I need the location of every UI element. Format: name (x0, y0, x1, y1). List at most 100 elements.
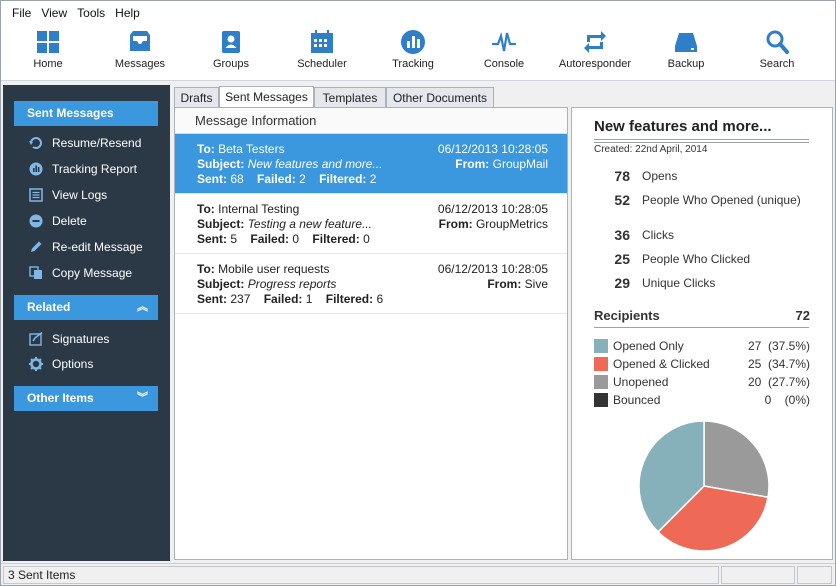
backup-label: Backup (667, 58, 705, 70)
search-button[interactable]: Search (732, 29, 822, 79)
list-header: Message Information (175, 108, 567, 134)
status-text: 3 Sent Items (3, 566, 719, 584)
menu-help[interactable]: Help (115, 6, 140, 20)
recipients-pie-chart (638, 420, 770, 552)
autoresponder-label: Autoresponder (558, 58, 632, 70)
report-icon (29, 162, 43, 176)
sidebar-item-signatures[interactable]: Signatures (29, 330, 109, 348)
failed-count: 0 (292, 232, 300, 246)
messages-button[interactable]: Messages (95, 29, 185, 79)
menu-file[interactable]: File (12, 6, 32, 20)
legend-label: Opened Only (613, 339, 684, 353)
other-items-header[interactable]: Other Items ︾ (14, 386, 158, 411)
pie-slice-opened-only (638, 420, 705, 534)
search-icon (766, 30, 789, 54)
message-date: 06/12/2013 10:28:05 (437, 142, 548, 156)
sidebar-item-label: View Logs (52, 188, 108, 202)
message-from: GroupMail (492, 157, 548, 171)
delete-icon (29, 214, 43, 228)
status-bar: 3 Sent Items (1, 563, 835, 585)
sidebar-item-options[interactable]: Options (29, 355, 93, 373)
sidebar-item-label: Tracking Report (52, 162, 137, 176)
autoresponder-button[interactable]: Autoresponder (550, 29, 640, 79)
sidebar-item-label: Re-edit Message (52, 240, 143, 254)
sent-messages-header-label: Sent Messages (27, 106, 114, 120)
message-to: Beta Testers (218, 142, 285, 156)
sent-count: 237 (230, 292, 251, 306)
failed-count: 2 (299, 172, 306, 186)
tracking-button[interactable]: Tracking (368, 29, 458, 79)
groups-label: Groups (212, 58, 250, 70)
menu-view[interactable]: View (41, 6, 68, 20)
filtered-label: Filtered: (319, 172, 367, 186)
drive-icon (675, 33, 697, 52)
contacts-icon (222, 31, 240, 53)
backup-button[interactable]: Backup (641, 29, 731, 79)
tab-templates[interactable]: Templates (314, 87, 386, 108)
sidebar-item-reedit-message[interactable]: Re-edit Message (29, 238, 143, 256)
groups-button[interactable]: Groups (186, 29, 276, 79)
legend-value: 0 (0%) (764, 393, 810, 407)
other-items-header-label: Other Items (27, 391, 94, 405)
stat-value: 36 (614, 227, 630, 243)
stat-label: People Who Clicked (642, 252, 751, 266)
logs-icon (29, 188, 43, 202)
sidebar-item-label: Copy Message (52, 266, 133, 280)
stat-label: People Who Opened (unique) (642, 193, 801, 207)
toolbar: Home Messages Groups Schedule (1, 25, 835, 81)
tab-sent-messages[interactable]: Sent Messages (219, 86, 314, 108)
home-button[interactable]: Home (3, 29, 93, 79)
sidebar-item-tracking-report[interactable]: Tracking Report (29, 160, 137, 178)
chevron-up-icon: ︽ (137, 301, 148, 313)
sidebar-item-delete[interactable]: Delete (29, 212, 87, 230)
scheduler-label: Scheduler (297, 58, 347, 70)
tracking-label: Tracking (392, 58, 434, 70)
message-subject: Progress reports (247, 277, 337, 291)
title-divider (594, 139, 809, 140)
message-row[interactable]: To: Beta Testers Subject: New features a… (175, 134, 567, 194)
sidebar-item-resume-resend[interactable]: Resume/Resend (29, 134, 141, 152)
related-header[interactable]: Related ︽ (14, 295, 158, 320)
recipients-header: Recipients 72 (594, 308, 810, 323)
console-button[interactable]: Console (459, 29, 549, 79)
message-date: 06/12/2013 10:28:05 (437, 262, 548, 276)
message-detail: New features and more... Created: 22nd A… (571, 107, 833, 560)
tab-drafts[interactable]: Drafts (174, 87, 219, 108)
sidebar-item-label: Resume/Resend (52, 136, 142, 150)
title-divider (594, 142, 809, 143)
stat-unique-clicks: 29 Unique Clicks (594, 274, 715, 292)
sidebar-item-view-logs[interactable]: View Logs (29, 186, 107, 204)
sent-label: Sent: (197, 232, 227, 246)
legend-value: 20 (27.7%) (747, 375, 810, 389)
sent-messages-header[interactable]: Sent Messages (14, 101, 158, 126)
message-row[interactable]: To: Internal Testing Subject: Testing a … (175, 194, 567, 254)
resend-icon (29, 136, 43, 150)
from-label: From: (455, 157, 490, 171)
sent-count: 68 (230, 172, 244, 186)
sent-label: Sent: (197, 292, 227, 306)
legend-swatch (594, 393, 608, 407)
failed-label: Failed: (250, 232, 290, 246)
status-cell (721, 566, 795, 584)
tab-other-documents[interactable]: Other Documents (386, 87, 494, 108)
message-subject: Testing a new feature... (247, 217, 372, 231)
stat-value: 25 (614, 251, 630, 267)
detail-title: New features and more... (594, 118, 772, 135)
failed-label: Failed: (263, 292, 303, 306)
menu-tools[interactable]: Tools (77, 6, 106, 20)
related-header-label: Related (27, 300, 71, 314)
filtered-label: Filtered: (312, 232, 360, 246)
to-label: To: (197, 262, 215, 276)
scheduler-button[interactable]: Scheduler (277, 29, 367, 79)
sidebar-item-label: Signatures (52, 332, 110, 346)
legend-label: Bounced (613, 393, 661, 407)
legend-label: Unopened (613, 375, 669, 389)
message-row[interactable]: To: Mobile user requests Subject: Progre… (175, 254, 567, 314)
subject-label: Subject: (197, 277, 245, 291)
legend-opened-clicked: Opened & Clicked 25 (34.7%) (594, 356, 810, 372)
sidebar-item-label: Options (52, 357, 94, 371)
filtered-count: 0 (363, 232, 370, 246)
message-to: Internal Testing (218, 202, 300, 216)
sidebar-item-copy-message[interactable]: Copy Message (29, 264, 132, 282)
filtered-count: 6 (376, 292, 384, 306)
